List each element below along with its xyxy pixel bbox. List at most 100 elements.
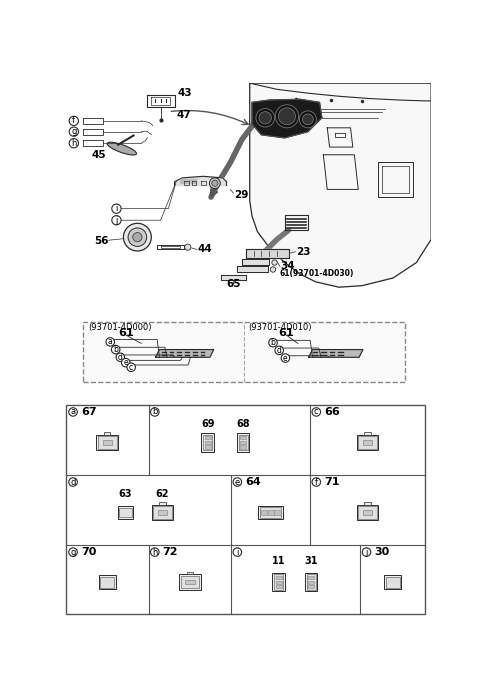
- Circle shape: [299, 111, 317, 128]
- Polygon shape: [156, 349, 214, 358]
- Circle shape: [212, 180, 218, 186]
- Circle shape: [184, 244, 191, 250]
- Polygon shape: [308, 349, 363, 358]
- Text: d: d: [70, 477, 76, 486]
- Bar: [104, 432, 111, 435]
- Circle shape: [302, 114, 313, 125]
- Circle shape: [112, 204, 121, 213]
- Bar: [98, 436, 117, 448]
- Circle shape: [270, 267, 276, 272]
- Bar: [308, 585, 314, 588]
- Text: 66: 66: [324, 407, 340, 417]
- Text: 45: 45: [91, 150, 106, 160]
- Text: j: j: [115, 216, 118, 225]
- Circle shape: [256, 109, 274, 127]
- Bar: [101, 577, 114, 588]
- Bar: [185, 580, 194, 584]
- Bar: [275, 576, 282, 579]
- Bar: [205, 446, 211, 448]
- Text: d: d: [277, 346, 282, 355]
- Circle shape: [106, 337, 114, 346]
- Text: 67: 67: [81, 407, 96, 417]
- Text: c: c: [129, 363, 133, 371]
- Circle shape: [259, 112, 272, 124]
- Bar: [103, 440, 112, 445]
- Text: i: i: [115, 204, 118, 213]
- Text: b: b: [152, 407, 158, 416]
- Circle shape: [127, 363, 136, 371]
- Text: e: e: [283, 353, 288, 362]
- Bar: [240, 446, 246, 448]
- Circle shape: [69, 139, 79, 148]
- Text: 61: 61: [278, 328, 294, 338]
- Circle shape: [69, 116, 79, 125]
- Circle shape: [69, 477, 77, 486]
- Polygon shape: [221, 275, 246, 280]
- Text: (93701-4D010): (93701-4D010): [248, 323, 312, 332]
- Text: 62: 62: [156, 489, 169, 498]
- Text: d: d: [118, 353, 123, 362]
- Text: 61: 61: [118, 328, 134, 338]
- Bar: [305, 573, 318, 591]
- Text: 11: 11: [272, 556, 285, 566]
- Text: (93701-4D000): (93701-4D000): [88, 323, 151, 332]
- Bar: [202, 433, 214, 452]
- Bar: [386, 577, 399, 588]
- Circle shape: [275, 346, 284, 355]
- Text: 65: 65: [226, 279, 241, 289]
- Text: g: g: [71, 128, 77, 136]
- Text: f: f: [315, 477, 318, 486]
- Bar: [267, 510, 274, 515]
- Text: 47: 47: [176, 110, 191, 121]
- Circle shape: [69, 127, 79, 137]
- Circle shape: [69, 407, 77, 416]
- Text: 23: 23: [296, 247, 311, 257]
- Bar: [358, 436, 377, 448]
- Bar: [365, 432, 371, 435]
- Circle shape: [275, 105, 298, 128]
- Text: g: g: [70, 547, 76, 556]
- Bar: [274, 574, 283, 590]
- Bar: [96, 435, 118, 450]
- Bar: [308, 576, 314, 579]
- Circle shape: [150, 407, 159, 416]
- Bar: [187, 572, 193, 574]
- Bar: [357, 435, 378, 450]
- Bar: [357, 505, 378, 520]
- Circle shape: [122, 358, 130, 367]
- Text: e: e: [235, 477, 240, 486]
- Bar: [258, 505, 283, 519]
- Circle shape: [362, 548, 371, 556]
- Circle shape: [133, 233, 142, 242]
- Bar: [240, 436, 246, 439]
- Bar: [205, 441, 211, 444]
- Bar: [118, 507, 133, 518]
- Text: 72: 72: [162, 547, 178, 557]
- Bar: [308, 581, 314, 584]
- Bar: [307, 574, 316, 590]
- Text: b: b: [271, 338, 275, 347]
- Text: 30: 30: [374, 547, 389, 557]
- Text: j: j: [365, 547, 368, 556]
- Bar: [66, 405, 425, 615]
- Bar: [181, 576, 199, 588]
- Text: 34: 34: [281, 261, 296, 272]
- Circle shape: [281, 354, 290, 362]
- Circle shape: [128, 228, 147, 247]
- Bar: [203, 435, 212, 450]
- Bar: [179, 574, 201, 590]
- Circle shape: [112, 216, 121, 225]
- Circle shape: [272, 260, 277, 265]
- Text: 68: 68: [237, 419, 250, 428]
- Text: 71: 71: [324, 477, 340, 487]
- Circle shape: [209, 178, 220, 188]
- Text: b: b: [113, 345, 118, 354]
- Bar: [274, 510, 281, 515]
- Circle shape: [278, 108, 296, 125]
- Bar: [240, 441, 246, 444]
- Bar: [239, 435, 248, 450]
- Circle shape: [312, 477, 320, 486]
- Circle shape: [233, 477, 241, 486]
- Text: 29: 29: [234, 190, 249, 200]
- Polygon shape: [246, 249, 288, 258]
